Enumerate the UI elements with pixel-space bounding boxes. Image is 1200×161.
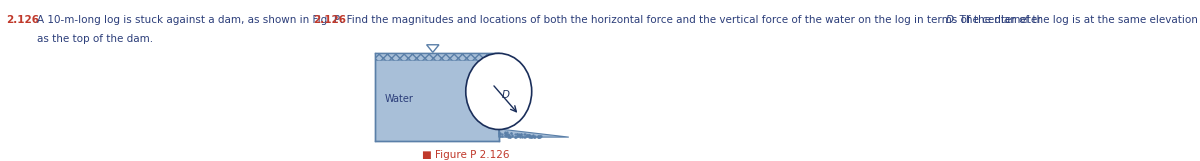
Text: D: D bbox=[502, 90, 510, 100]
Text: ■ Figure P 2.126: ■ Figure P 2.126 bbox=[422, 150, 510, 161]
Text: 2.126: 2.126 bbox=[6, 15, 40, 25]
Text: . Find the magnitudes and locations of both the horizontal force and the vertica: . Find the magnitudes and locations of b… bbox=[341, 15, 1045, 25]
Text: D: D bbox=[946, 15, 954, 25]
Text: 2.126: 2.126 bbox=[313, 15, 347, 25]
Circle shape bbox=[466, 53, 532, 129]
Polygon shape bbox=[499, 129, 569, 137]
Text: A 10-m-long log is stuck against a dam, as shown in Fig. P: A 10-m-long log is stuck against a dam, … bbox=[37, 15, 341, 25]
Bar bbox=[376, 53, 499, 60]
Text: Water: Water bbox=[385, 94, 414, 104]
Text: as the top of the dam.: as the top of the dam. bbox=[37, 34, 154, 44]
Bar bbox=[376, 53, 499, 141]
Text: . The center of the log is at the same elevation: . The center of the log is at the same e… bbox=[953, 15, 1198, 25]
